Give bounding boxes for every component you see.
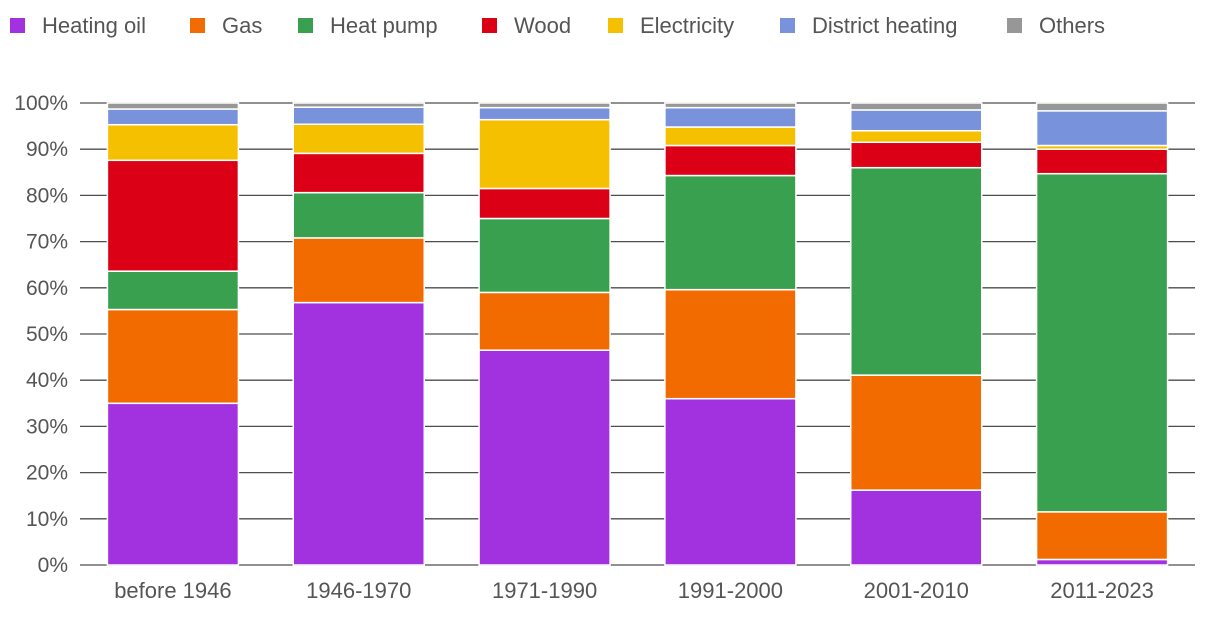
legend-swatch: [298, 18, 313, 33]
y-tick-label: 40%: [26, 369, 68, 392]
bar-segment-others: [1035, 102, 1169, 112]
bar-segment-wood: [478, 187, 611, 220]
legend-label: District heating: [812, 13, 958, 38]
legend-swatch: [780, 18, 795, 33]
bar-group-1991-2000: [664, 102, 797, 566]
x-axis: before 1946 1946-1970 1971-1990 1991-2000 20…: [114, 578, 1154, 603]
bar-segment-electricity: [850, 129, 983, 144]
bar-segment-electricity: [664, 126, 797, 147]
y-tick-label: 70%: [26, 231, 68, 254]
y-tick-label: 90%: [26, 138, 68, 161]
x-category-label: 1946-1970: [306, 578, 411, 603]
bar-segment-heating-oil: [478, 349, 611, 566]
bar-group-2011-2023: [1035, 102, 1169, 566]
bar-segment-others: [106, 102, 240, 110]
bar-segment-district-heating: [106, 108, 240, 126]
bar-segment-district-heating: [664, 106, 797, 128]
bar-segment-district-heating: [1035, 110, 1169, 147]
legend-item-district-heating: District heating: [780, 13, 958, 38]
x-category-label: before 1946: [114, 578, 231, 603]
y-tick-label: 60%: [26, 277, 68, 300]
bar-segment-wood: [292, 152, 425, 194]
y-tick-label: 80%: [26, 184, 68, 207]
x-category-label: 1991-2000: [678, 578, 783, 603]
legend-label: Electricity: [640, 13, 734, 38]
legend-item-heat-pump: Heat pump: [298, 13, 438, 38]
bar-segment-gas: [850, 374, 983, 491]
legend-item-wood: Wood: [482, 13, 571, 38]
legend-swatch: [608, 18, 623, 33]
legend: Heating oil Gas Heat pump Wood Electricity Di…: [10, 13, 1105, 38]
y-tick-label: 20%: [26, 462, 68, 485]
bar-segment-heat-pump: [478, 217, 611, 294]
bar-segment-gas: [1035, 511, 1169, 561]
bar-segment-wood: [850, 141, 983, 169]
bar-segment-electricity: [292, 123, 425, 155]
legend-item-gas: Gas: [190, 13, 262, 38]
bar-segment-heating-oil: [292, 301, 425, 566]
bar-group-2001-2010: [850, 102, 983, 566]
bar-segment-others: [292, 102, 425, 108]
bar-segment-district-heating: [292, 106, 425, 126]
bar-segment-heating-oil: [106, 402, 240, 566]
y-tick-label: 0%: [38, 554, 68, 577]
legend-label: Heating oil: [42, 13, 146, 38]
legend-item-electricity: Electricity: [608, 13, 734, 38]
bar-segment-others: [478, 102, 611, 109]
bar-segment-electricity: [106, 123, 240, 162]
legend-label: Wood: [514, 13, 571, 38]
bar-segment-heating-oil: [664, 397, 797, 566]
bar-segment-others: [850, 102, 983, 111]
bar-group-1971-1990: [478, 102, 611, 566]
bar-segment-district-heating: [850, 109, 983, 132]
y-tick-label: 10%: [26, 508, 68, 531]
bar-segment-gas: [664, 288, 797, 400]
legend-label: Heat pump: [330, 13, 438, 38]
y-axis: 0% 10% 20% 30% 40% 50% 60% 70% 80% 90% 100%: [14, 92, 68, 577]
legend-item-others: Others: [1007, 13, 1105, 38]
bar-segment-gas: [106, 308, 240, 405]
bar-group-before-1946: [106, 102, 240, 566]
bar-segment-wood: [106, 159, 240, 272]
y-tick-label: 30%: [26, 415, 68, 438]
y-tick-label: 50%: [26, 323, 68, 346]
legend-label: Gas: [222, 13, 262, 38]
bar-segment-heat-pump: [106, 270, 240, 311]
gridlines: [80, 102, 1195, 566]
legend-swatch: [1007, 18, 1022, 33]
bars: [106, 102, 1169, 566]
bar-segment-heating-oil: [850, 489, 983, 566]
bar-segment-heat-pump: [292, 191, 425, 239]
bar-segment-others: [664, 102, 797, 109]
bar-segment-heat-pump: [1035, 172, 1169, 513]
bar-segment-electricity: [478, 118, 611, 190]
legend-item-heating-oil: Heating oil: [10, 13, 146, 38]
legend-swatch: [190, 18, 205, 33]
bar-segment-wood: [664, 144, 797, 177]
bar-segment-gas: [478, 291, 611, 351]
bar-segment-heating-oil: [1035, 558, 1169, 566]
x-category-label: 1971-1990: [492, 578, 597, 603]
x-category-label: 2011-2023: [1050, 578, 1154, 603]
legend-label: Others: [1039, 13, 1105, 38]
bar-segment-wood: [1035, 148, 1169, 175]
legend-swatch: [10, 18, 25, 33]
bar-segment-district-heating: [478, 106, 611, 121]
y-tick-label: 100%: [14, 92, 68, 115]
bar-segment-heat-pump: [850, 166, 983, 376]
legend-swatch: [482, 18, 497, 33]
bar-group-1946-1970: [292, 102, 425, 566]
bar-segment-gas: [292, 237, 425, 304]
x-category-label: 2001-2010: [864, 578, 969, 603]
bar-segment-heat-pump: [664, 174, 797, 291]
